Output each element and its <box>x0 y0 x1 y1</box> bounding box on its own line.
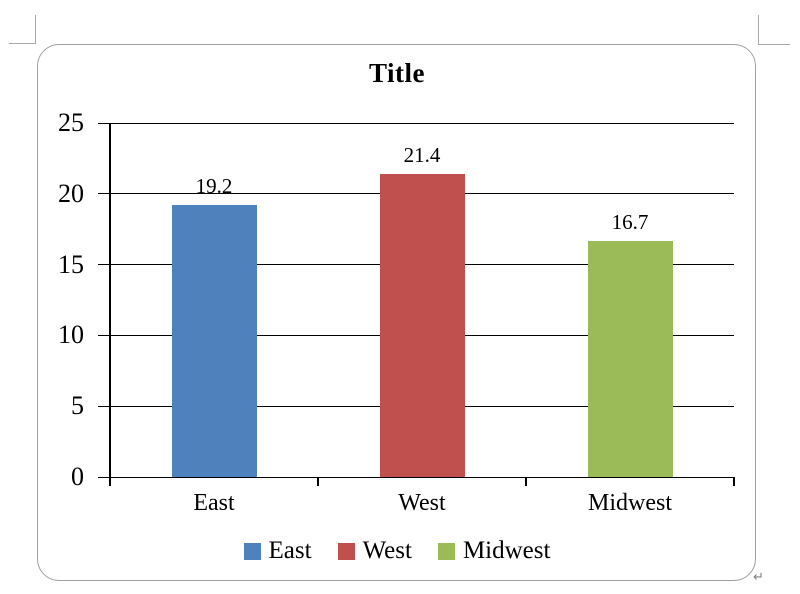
chart-legend[interactable]: East West Midwest <box>37 536 757 566</box>
y-tick-label-0: 0 <box>71 462 84 491</box>
legend-swatch-west <box>337 542 355 560</box>
value-label-east: 19.2 <box>195 174 233 199</box>
y-tick-label-15: 15 <box>58 249 84 279</box>
legend-label-midwest: Midwest <box>462 537 551 564</box>
y-tick-10 <box>98 334 110 336</box>
legend-item-west[interactable]: West <box>337 536 412 566</box>
gridline-25 <box>110 122 734 124</box>
bar-midwest[interactable] <box>587 240 673 477</box>
margin-mark-top-left-horizontal <box>9 43 36 44</box>
y-tick-label-5: 5 <box>71 391 84 421</box>
y-tick-15 <box>98 264 110 266</box>
x-category-label-midwest: Midwest <box>588 490 672 516</box>
value-label-midwest: 16.7 <box>611 209 649 234</box>
paragraph-return-mark: ↵ <box>753 570 764 585</box>
bar-west[interactable] <box>379 173 465 477</box>
x-category-label-west: West <box>398 490 446 516</box>
y-tick-label-25: 25 <box>58 108 84 137</box>
y-tick-0 <box>98 476 110 478</box>
margin-mark-top-right-vertical <box>758 15 759 44</box>
bar-east[interactable] <box>171 205 257 477</box>
plot-area: 0 5 10 15 20 25 19.2 21.4 16.7 East West Midwest <box>58 108 735 516</box>
legend-item-east[interactable]: East <box>243 536 312 566</box>
legend-label-east: East <box>268 537 312 564</box>
x-axis-line <box>109 476 735 478</box>
x-tick-0 <box>109 477 111 486</box>
margin-mark-top-left-vertical <box>35 15 36 43</box>
x-category-label-east: East <box>193 490 235 516</box>
x-tick-2 <box>525 477 527 486</box>
legend-item-midwest[interactable]: Midwest <box>437 536 551 566</box>
y-axis-line <box>109 123 111 477</box>
margin-mark-top-right-horizontal <box>758 44 790 45</box>
chart-title[interactable]: Title <box>369 58 425 88</box>
y-tick-label-10: 10 <box>58 320 84 350</box>
value-label-west: 21.4 <box>403 142 441 167</box>
y-tick-25 <box>98 122 110 124</box>
legend-swatch-east <box>243 542 261 560</box>
y-tick-5 <box>98 405 110 407</box>
x-tick-1 <box>317 477 319 486</box>
legend-swatch-midwest <box>437 542 455 560</box>
legend-label-west: West <box>362 537 412 564</box>
y-tick-20 <box>98 193 110 195</box>
y-tick-label-20: 20 <box>58 178 84 208</box>
x-tick-3 <box>733 477 735 486</box>
